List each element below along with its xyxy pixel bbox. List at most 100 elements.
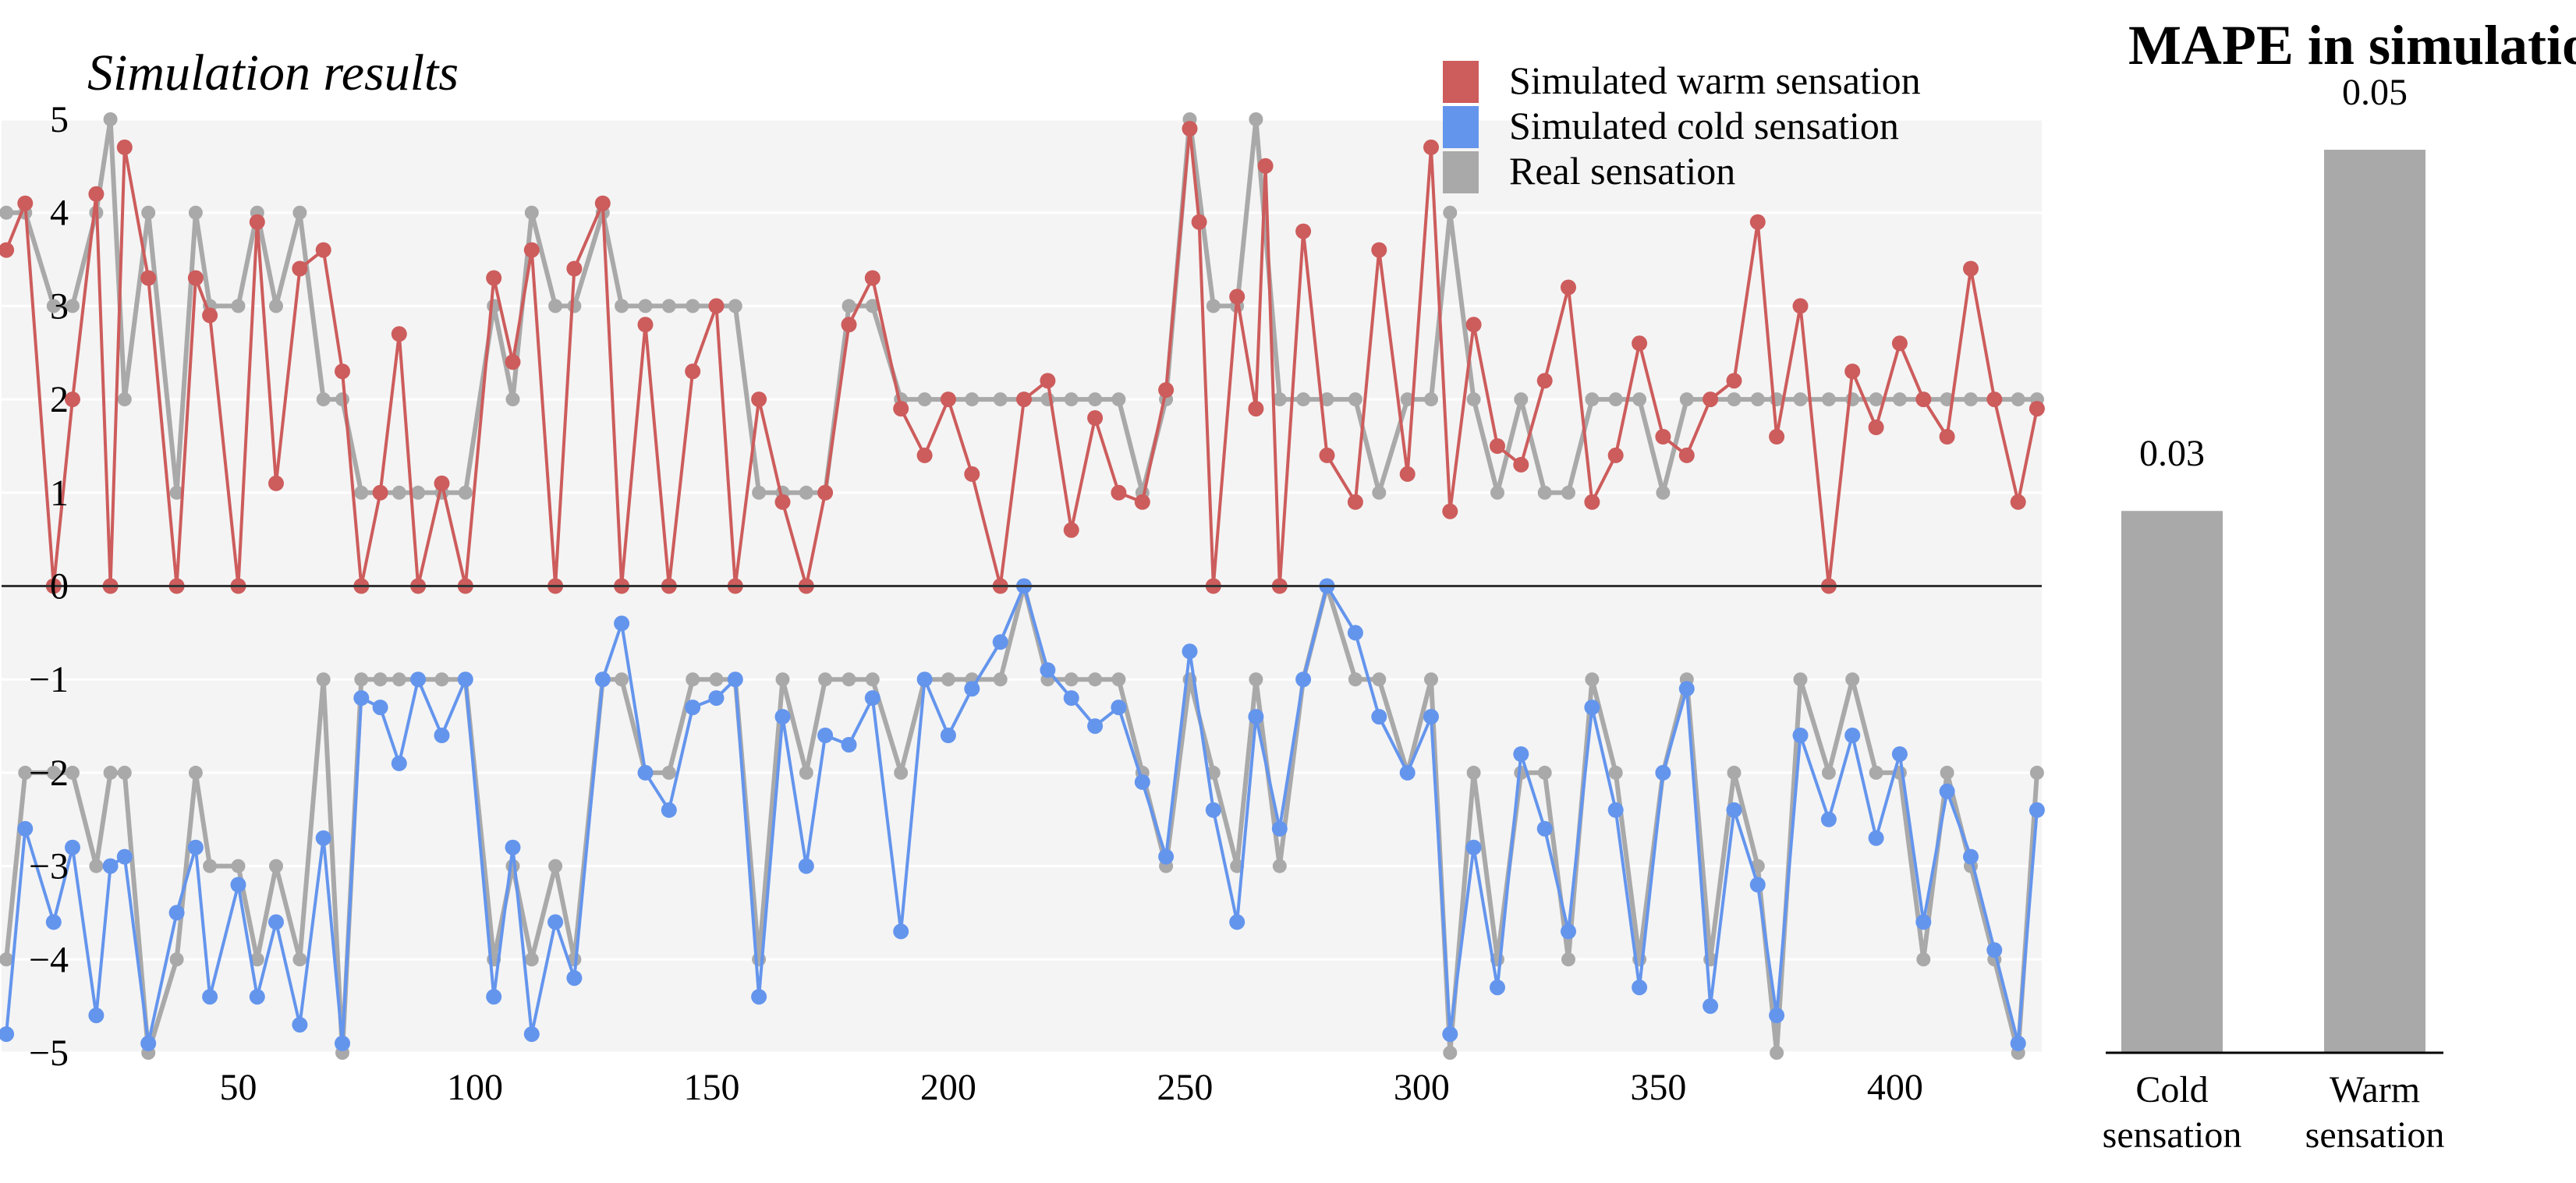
mape-bar-chart: MAPE in simulation 0.030.05 Cold sensatio… <box>2103 14 2576 1156</box>
line-series-group <box>0 112 2045 1060</box>
real-sensation-point <box>2029 765 2044 780</box>
real-sensation-point <box>1348 392 1362 407</box>
real-sensation-point <box>117 765 132 780</box>
series-cold <box>0 578 2045 1051</box>
real-sensation-point <box>89 859 104 873</box>
y-axis-ticks: 5 4 3 2 1 0 −1 −2 −3 −4 −5 <box>29 99 69 1074</box>
warm-sensation-point <box>893 401 909 417</box>
warm-sensation-point <box>817 484 834 501</box>
warm-sensation-point <box>940 391 956 408</box>
real-sensation-point <box>524 205 539 220</box>
cold-sensation-point <box>1536 820 1553 837</box>
warm-sensation-point <box>1465 317 1482 333</box>
real-sensation-point <box>1111 392 1126 407</box>
real-sensation-point <box>1249 112 1263 126</box>
cold-sensation-point <box>523 1026 540 1043</box>
warm-sensation-point <box>1655 429 1671 445</box>
cold-sensation-point <box>1295 671 1312 688</box>
real-sensation-point <box>1821 765 1836 780</box>
cold-sensation-point <box>1442 1026 1458 1043</box>
cold-sensation-point <box>391 755 407 771</box>
cold-sensation-point <box>864 690 881 707</box>
cold-sensation-point <box>1607 802 1624 818</box>
y-tick-label: 5 <box>50 99 69 140</box>
category-line: Warm <box>2330 1069 2420 1110</box>
mape-bar <box>2324 150 2425 1054</box>
real-sensation-point <box>46 299 61 313</box>
real-sensation-point <box>686 672 700 687</box>
real-sensation-point <box>1272 859 1287 873</box>
bars-group: 0.03 0.05 <box>2121 72 2425 1054</box>
real-sensation-point <box>316 672 331 687</box>
warm-sensation-point <box>1963 260 1979 277</box>
legend-swatch <box>1443 106 1479 148</box>
cold-sensation-point <box>65 839 80 855</box>
chart-title: Simulation results <box>87 44 459 101</box>
cold-sensation-point <box>292 1017 308 1033</box>
cold-sensation-point <box>1040 662 1056 678</box>
real-sensation-point <box>231 299 246 313</box>
real-sensation-point <box>941 672 955 687</box>
real-sensation-point <box>686 299 700 313</box>
real-sensation-point <box>188 765 203 780</box>
x-tick-label: 200 <box>920 1067 976 1108</box>
real-sensation-point <box>1372 485 1387 500</box>
cold-sensation-point <box>1490 979 1505 996</box>
cold-sensation-point <box>817 728 834 743</box>
real-sensation-point <box>250 952 264 967</box>
warm-sensation-point <box>1040 373 1056 389</box>
real-sensation-point <box>1608 392 1623 407</box>
real-sensation-point <box>661 299 676 313</box>
warm-sensation-point <box>1939 429 1955 445</box>
warm-sensation-point <box>1423 139 1439 155</box>
cold-sensation-point <box>992 634 1008 650</box>
real-sensation-point <box>728 299 742 313</box>
real-sensation-point <box>66 765 80 780</box>
real-sensation-point <box>1272 392 1287 407</box>
legend-label: Simulated cold sensation <box>1509 104 1899 147</box>
warm-sensation-point <box>187 270 204 286</box>
real-sensation-point <box>993 392 1008 407</box>
cold-sensation-point <box>1205 802 1221 818</box>
warm-sensation-point <box>1295 223 1312 239</box>
warm-sensation-point <box>1257 158 1274 174</box>
y-tick-label: 1 <box>50 473 69 514</box>
cold-sensation-point <box>798 858 814 874</box>
real-sensation-point <box>505 392 520 407</box>
warm-sensation-point <box>1726 373 1742 389</box>
cold-sensation-point <box>505 839 521 855</box>
cold-sensation-point <box>940 728 956 743</box>
warm-sensation-point <box>1769 429 1785 445</box>
real-sensation-point <box>18 765 33 780</box>
legend-label: Real sensation <box>1509 149 1735 193</box>
real-sensation-point <box>1443 205 1458 220</box>
cold-sensation-point <box>187 839 204 855</box>
cold-sensation-point <box>353 690 370 707</box>
cold-sensation-point <box>1844 728 1861 743</box>
real-sensation-point <box>117 392 132 407</box>
y-tick-label: −5 <box>29 1032 69 1074</box>
y-tick-label: −4 <box>29 939 69 980</box>
real-sensation-point <box>1679 392 1694 407</box>
real-sensation-point <box>1064 672 1079 687</box>
cold-sensation-point <box>1347 625 1363 641</box>
warm-sensation-point <box>1584 494 1600 510</box>
cold-sensation-point <box>17 820 34 837</box>
warm-sensation-point <box>1399 466 1416 482</box>
cold-sensation-point <box>168 905 185 921</box>
warm-sensation-point <box>116 139 133 155</box>
cold-sensation-line <box>5 584 2039 1045</box>
warm-sensation-point <box>1490 438 1505 454</box>
real-sensation-point <box>1845 672 1860 687</box>
cold-sensation-point <box>774 709 791 725</box>
real-sensation-point <box>1916 952 1931 967</box>
category-line: sensation <box>2305 1114 2445 1156</box>
cold-sensation-point <box>315 830 331 846</box>
x-tick-label: 300 <box>1394 1067 1450 1108</box>
warm-sensation-point <box>1678 447 1695 463</box>
real-sensation-point <box>1206 299 1221 313</box>
warm-sensation-point <box>1134 494 1150 510</box>
real-sensation-point <box>1964 392 1978 407</box>
